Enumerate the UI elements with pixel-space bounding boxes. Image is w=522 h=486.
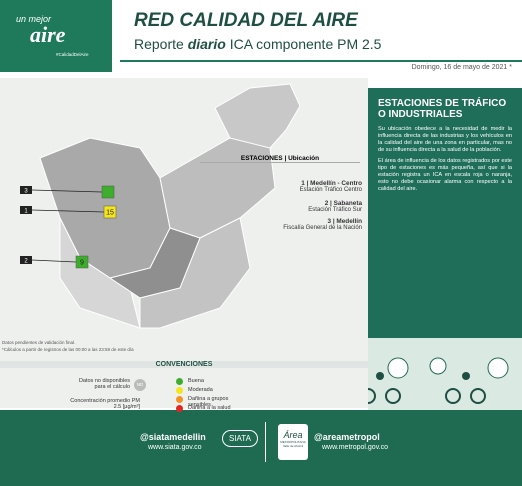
level-label: Dañina a la salud — [188, 405, 231, 411]
stations-heading: ESTACIONES | Ubicación — [200, 155, 360, 163]
station-detail: Estación Tráfico Sur — [308, 207, 362, 213]
divider — [265, 422, 266, 462]
station-marker — [75, 255, 89, 269]
map: 1 152 93 — [20, 83, 301, 329]
nd-label: Datos no disponibles para el cálculo — [78, 378, 130, 390]
logo-text: un mejor — [16, 14, 52, 24]
station-marker — [103, 205, 117, 219]
level-dot — [176, 378, 183, 385]
leader-line — [31, 259, 77, 263]
station-value: 9 — [80, 260, 84, 267]
logo-text: aire — [30, 22, 66, 47]
station-detail: Fiscalía General de la Nación — [283, 225, 362, 231]
subtitle-text: Reporte — [134, 36, 184, 52]
date: Domingo, 16 de mayo de 2021 * — [411, 64, 512, 71]
markers: 1 152 93 — [20, 185, 117, 269]
info-panel: ESTACIONES DE TRÁFICO O INDUSTRIALES Su … — [368, 88, 522, 410]
handle: @areametropol — [314, 432, 380, 442]
station-number: 1 — [24, 209, 28, 215]
divider — [120, 60, 522, 62]
note: *Cálculos a partir de registros de las 0… — [2, 347, 134, 352]
station-detail: Estación Tráfico Centro — [299, 187, 362, 193]
station-number: 2 — [24, 259, 28, 265]
logo: un mejor aire #CalidadDelAire — [0, 0, 112, 72]
subtitle: Reporte diario ICA componente PM 2.5 — [134, 36, 381, 52]
station-name: 2 | Sabaneta — [324, 200, 362, 207]
subtitle-em: diario — [187, 36, 226, 52]
station-tag — [20, 206, 32, 214]
level-dot — [176, 405, 183, 412]
station-marker — [101, 185, 115, 199]
url: www.metropol.gov.co — [322, 444, 389, 451]
leader-line — [31, 189, 103, 193]
footer: @siatamedellin www.siata.gov.co SIATA Ár… — [0, 410, 522, 486]
station-tag — [20, 256, 32, 264]
map-region — [139, 217, 251, 329]
area-logo-sub: METROPOLITANA Valle de Aburrá — [280, 440, 306, 448]
level-label: Moderada — [188, 387, 213, 393]
panel-title: ESTACIONES DE TRÁFICO O INDUSTRIALES — [378, 98, 507, 120]
url: www.siata.gov.co — [148, 444, 202, 451]
level-dot — [176, 387, 183, 394]
station-entry: 2 | Sabaneta Estación Tráfico Sur — [308, 200, 362, 213]
level-dot — [176, 396, 183, 403]
conc-label: Concentración promedio PM 2.5 [µg/m³] — [70, 398, 140, 410]
handle: @siatamedellin — [140, 432, 206, 442]
leader-line — [31, 209, 105, 213]
panel-text: Su ubicación obedece a la necesidad de m… — [378, 126, 512, 153]
nd-icon: ND — [134, 379, 146, 391]
level-label: Buena — [188, 378, 204, 384]
area-logo: Área METROPOLITANA Valle de Aburrá — [278, 424, 308, 460]
subtitle-text: ICA componente PM 2.5 — [229, 36, 382, 52]
station-tag — [20, 186, 32, 194]
note: Datos pendientes de validación final. — [2, 340, 76, 345]
station-entry: 3 | Medellín Fiscalía General de la Nació… — [283, 218, 362, 231]
station-value: 15 — [106, 210, 114, 217]
station-name: 3 | Medellín — [327, 218, 362, 225]
title: RED CALIDAD DEL AIRE — [134, 10, 358, 31]
logo-tag: #CalidadDelAire — [56, 52, 89, 57]
station-entry: 1 | Medellín - Centro Estación Tráfico Ce… — [300, 180, 362, 193]
illustration — [368, 338, 522, 410]
panel-text: El área de influencia de los datos regis… — [378, 158, 512, 192]
area-logo-text: Área — [283, 430, 303, 440]
siata-logo: SIATA — [222, 430, 258, 447]
level-label: Dañina a grupos sensibles — [188, 396, 229, 408]
conventions-heading: CONVENCIONES — [0, 361, 368, 368]
station-name: 1 | Medellín - Centro — [301, 180, 362, 187]
station-number: 3 — [24, 189, 28, 195]
map-region — [159, 137, 276, 239]
